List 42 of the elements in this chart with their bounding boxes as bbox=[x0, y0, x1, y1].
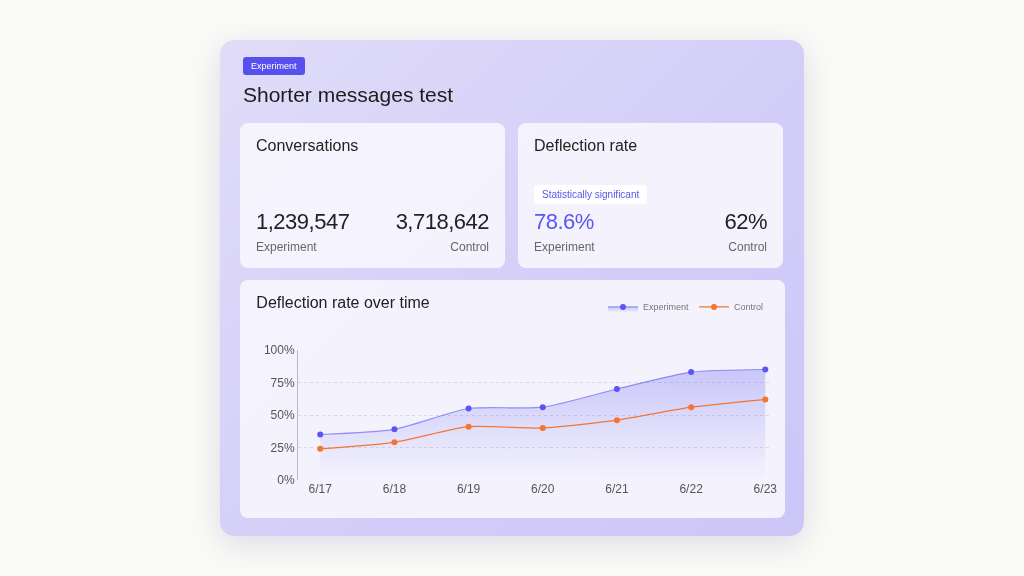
text: Control bbox=[450, 240, 489, 254]
text: 62% bbox=[724, 209, 767, 235]
text: 1,239,547 bbox=[256, 209, 350, 235]
y-tick-label: 75% bbox=[270, 375, 295, 390]
x-tick-label: 6/18 bbox=[382, 482, 407, 496]
y-tick-label: 0% bbox=[277, 473, 295, 488]
text: Shorter messages test bbox=[243, 83, 454, 107]
y-tick-label: 100% bbox=[263, 343, 295, 358]
legend-label: Control bbox=[734, 302, 764, 313]
point bbox=[391, 426, 398, 433]
x-tick-label: 6/23 bbox=[753, 482, 778, 496]
point bbox=[762, 396, 769, 403]
point bbox=[613, 386, 620, 392]
text: Conversations bbox=[256, 137, 359, 155]
x-tick-label: 6/19 bbox=[456, 482, 481, 496]
x-tick-label: 6/20 bbox=[531, 482, 555, 496]
text: Deflection rate bbox=[534, 137, 638, 155]
point bbox=[539, 404, 546, 411]
point bbox=[465, 405, 472, 412]
text: 3,718,642 bbox=[395, 209, 489, 235]
point bbox=[688, 369, 695, 376]
x-tick-label: 6/21 bbox=[605, 482, 629, 496]
point bbox=[539, 425, 546, 431]
legend-label: Experiment bbox=[643, 302, 690, 313]
text: Experiment bbox=[534, 240, 595, 254]
point bbox=[762, 366, 769, 373]
point bbox=[688, 404, 695, 411]
text: Experiment bbox=[256, 240, 317, 254]
text: Control bbox=[728, 240, 767, 254]
point bbox=[317, 431, 324, 438]
point bbox=[613, 417, 620, 424]
chart-title: Deflection rate over time bbox=[256, 293, 430, 311]
y-tick-label: 50% bbox=[270, 408, 295, 423]
x-tick-label: 6/22 bbox=[679, 482, 704, 496]
point bbox=[465, 423, 472, 430]
text: Experiment bbox=[243, 57, 305, 75]
text: Statistically significant bbox=[534, 185, 648, 204]
x-tick-label: 6/17 bbox=[308, 482, 333, 496]
point bbox=[317, 445, 324, 452]
text: 78.6% bbox=[534, 209, 594, 235]
y-tick-label: 25% bbox=[270, 440, 295, 455]
point bbox=[391, 439, 398, 446]
